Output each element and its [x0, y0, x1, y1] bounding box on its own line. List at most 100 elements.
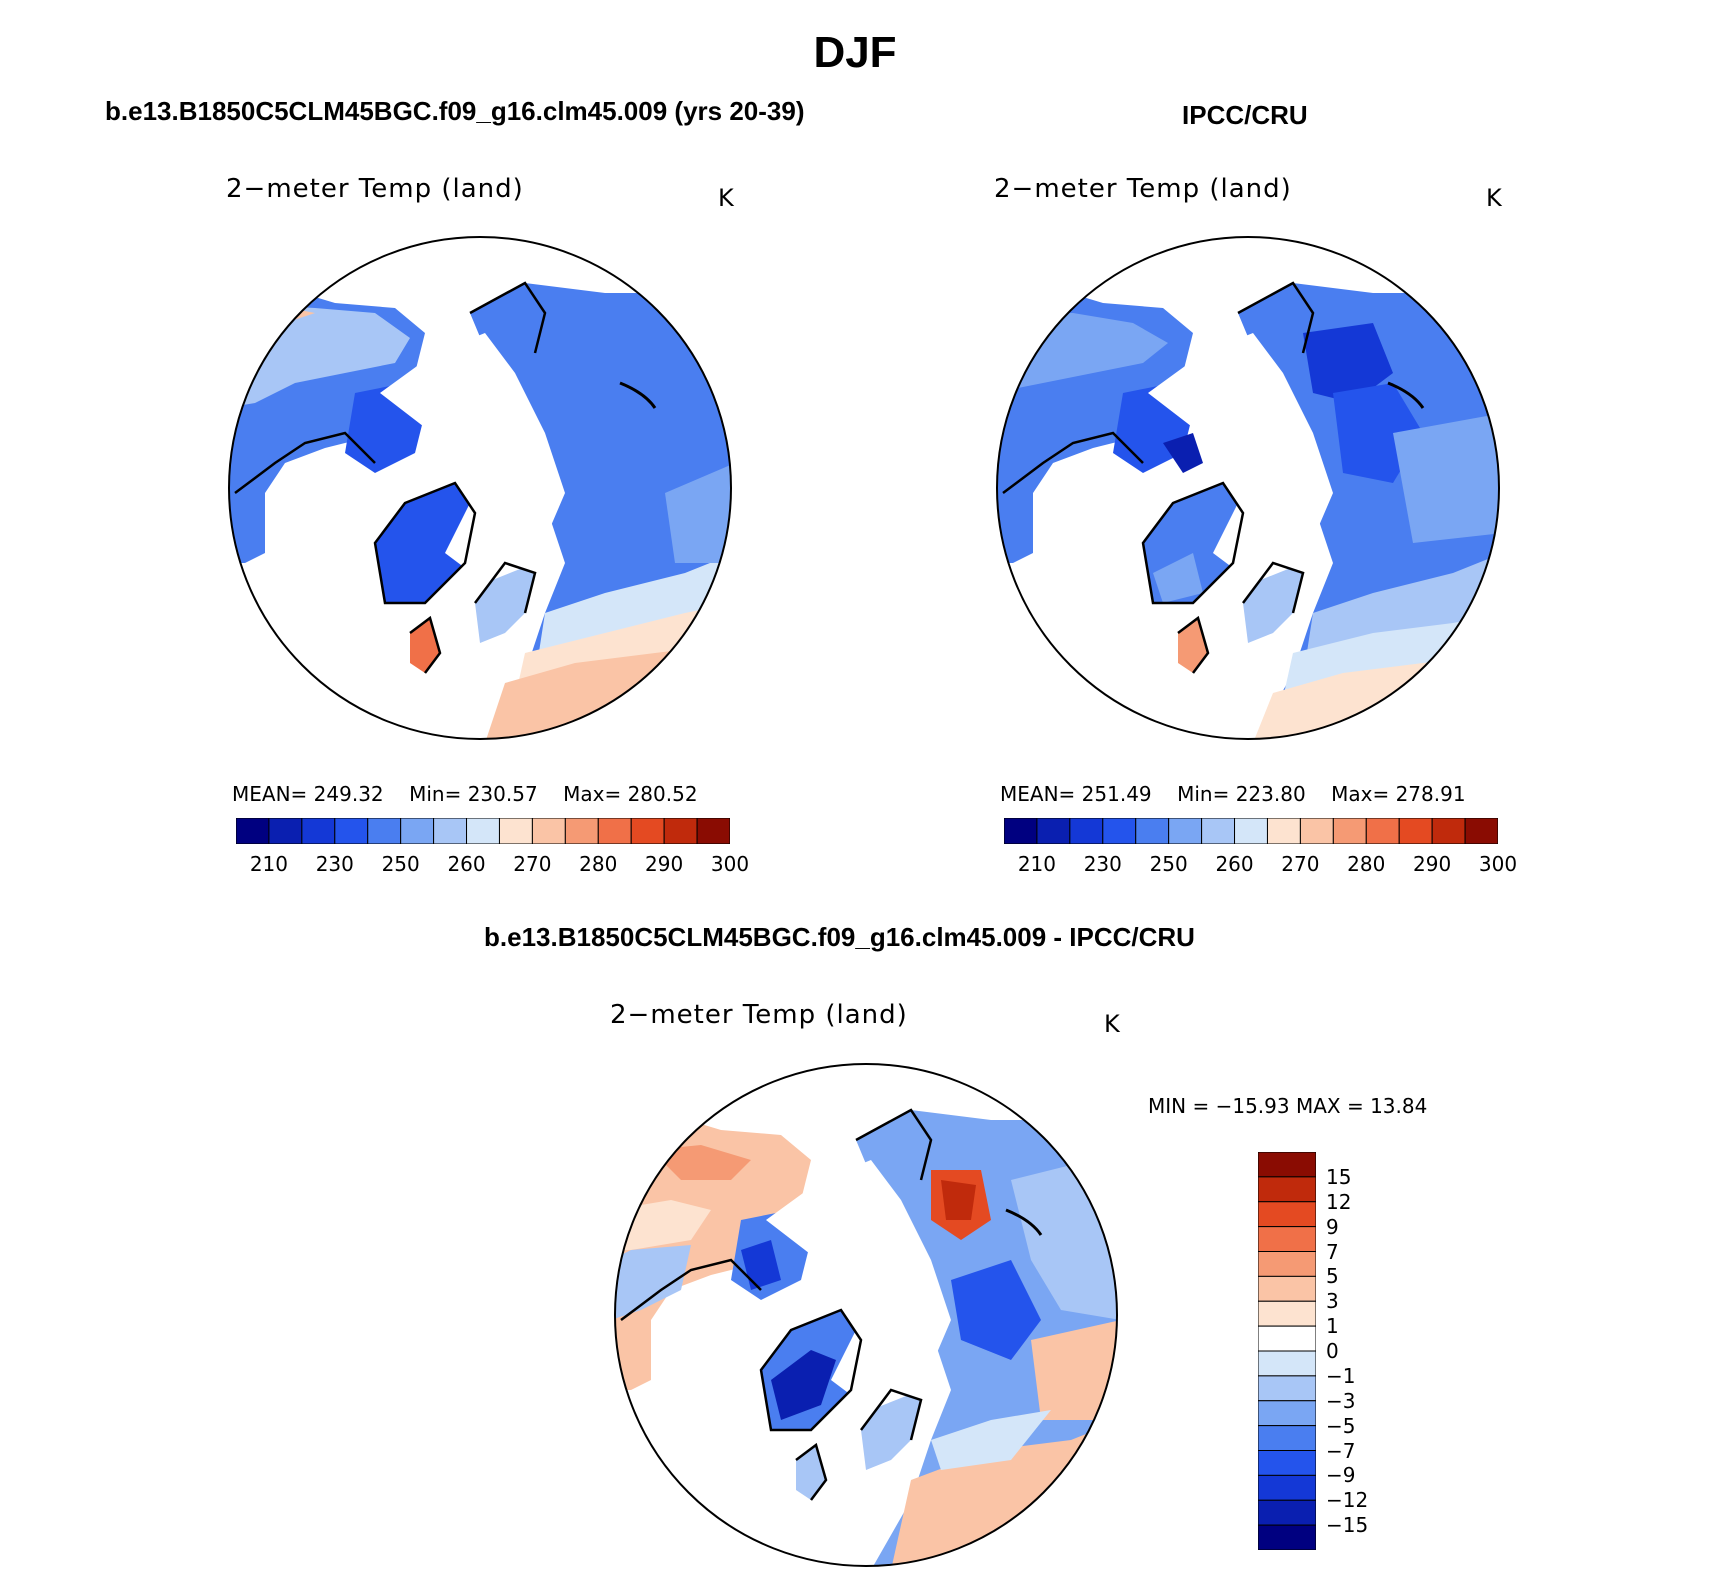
- model-mean-value: 249.32: [313, 782, 384, 806]
- model-max-label: Max=: [563, 782, 622, 806]
- colorbar-swatch: [1258, 1300, 1316, 1327]
- colorbar-swatch: [531, 818, 566, 844]
- colorbar-swatch: [1332, 818, 1367, 844]
- model-colorbar: [236, 818, 730, 844]
- colorbar-swatch: [1299, 818, 1334, 844]
- colorbar-swatch: [1069, 818, 1104, 844]
- colorbar-tick-label: 210: [249, 852, 289, 876]
- colorbar-tick-label: 270: [513, 852, 552, 876]
- obs-stats: MEAN= 251.49 Min= 223.80 Max= 278.91: [1000, 782, 1466, 806]
- colorbar-swatch: [1102, 818, 1137, 844]
- obs-mean-label: MEAN=: [1000, 782, 1076, 806]
- north-america-region: [615, 1115, 811, 1390]
- colorbar-swatch: [1258, 1350, 1316, 1377]
- model-mean-label: MEAN=: [232, 782, 308, 806]
- colorbar-tick-label: 270: [1281, 852, 1320, 876]
- colorbar-swatch: [1258, 1524, 1316, 1550]
- diff-polar-map: [614, 1063, 1118, 1567]
- colorbar-swatch: [1036, 818, 1071, 844]
- model-panel-title: b.e13.B1850C5CLM45BGC.f09_g16.clm45.009 …: [105, 96, 805, 126]
- diff-colorbar: [1258, 1152, 1316, 1550]
- colorbar-swatch: [466, 818, 500, 844]
- obs-units-label: K: [1486, 184, 1502, 212]
- colorbar-tick-label: −5: [1326, 1413, 1356, 1438]
- diff-colorbar-ticks: 15 12 9 7 5 3 1 0 −1 −3 −5 −7 −9 −12 −15: [1326, 1152, 1406, 1550]
- obs-panel-title: IPCC/CRU: [1182, 100, 1308, 130]
- colorbar-swatch: [630, 818, 665, 844]
- colorbar-tick-label: 300: [710, 852, 750, 876]
- colorbar-tick-label: 210: [1017, 852, 1057, 876]
- colorbar-swatch: [1258, 1251, 1316, 1277]
- colorbar-tick-label: 300: [1478, 852, 1518, 876]
- diff-variable-label: 2−meter Temp (land): [610, 1000, 908, 1030]
- colorbar-swatch: [1258, 1425, 1316, 1451]
- colorbar-swatch: [1258, 1226, 1316, 1252]
- colorbar-tick-label: 9: [1326, 1214, 1339, 1239]
- colorbar-tick-label: 230: [315, 852, 354, 876]
- colorbar-swatch: [1168, 818, 1203, 844]
- colorbar-swatch: [268, 818, 303, 844]
- colorbar-swatch: [564, 818, 599, 844]
- colorbar-tick-label: −3: [1326, 1388, 1356, 1413]
- colorbar-tick-label: 5: [1326, 1264, 1339, 1289]
- obs-colorbar: [1004, 818, 1498, 844]
- colorbar-tick-label: 250: [381, 852, 420, 876]
- colorbar-swatch: [1258, 1450, 1316, 1476]
- colorbar-tick-label: −12: [1326, 1488, 1369, 1513]
- colorbar-swatch: [1004, 818, 1038, 844]
- colorbar-tick-label: 1: [1326, 1314, 1339, 1339]
- colorbar-swatch: [1258, 1275, 1316, 1302]
- colorbar-swatch: [1266, 818, 1301, 844]
- colorbar-swatch: [400, 818, 435, 844]
- model-variable-label: 2−meter Temp (land): [226, 174, 524, 204]
- colorbar-tick-label: 260: [1215, 852, 1254, 876]
- colorbar-swatch: [696, 818, 730, 844]
- model-min-label: Min=: [409, 782, 462, 806]
- colorbar-tick-label: 230: [1083, 852, 1122, 876]
- colorbar-swatch: [1431, 818, 1466, 844]
- colorbar-swatch: [1258, 1474, 1316, 1501]
- colorbar-swatch: [301, 818, 336, 844]
- colorbar-swatch: [433, 818, 468, 844]
- obs-mean-value: 251.49: [1081, 782, 1152, 806]
- colorbar-tick-label: 250: [1149, 852, 1188, 876]
- obs-max-label: Max=: [1331, 782, 1390, 806]
- colorbar-swatch: [1258, 1152, 1316, 1178]
- colorbar-tick-label: 7: [1326, 1239, 1339, 1264]
- colorbar-swatch: [1258, 1325, 1316, 1352]
- obs-max-value: 278.91: [1395, 782, 1466, 806]
- obs-colorbar-ticks: 210 230 250 260 270 280 290 300: [1004, 852, 1517, 878]
- colorbar-tick-label: 12: [1326, 1189, 1352, 1214]
- obs-variable-label: 2−meter Temp (land): [994, 174, 1292, 204]
- diff-minmax: MIN = −15.93 MAX = 13.84: [1148, 1094, 1428, 1118]
- colorbar-swatch: [1201, 818, 1236, 844]
- model-max-value: 280.52: [627, 782, 698, 806]
- colorbar-tick-label: 3: [1326, 1289, 1339, 1314]
- colorbar-swatch: [1258, 1375, 1316, 1402]
- colorbar-tick-label: −9: [1326, 1463, 1356, 1488]
- colorbar-swatch: [1258, 1499, 1316, 1526]
- colorbar-tick-label: 260: [447, 852, 486, 876]
- model-stats: MEAN= 249.32 Min= 230.57 Max= 280.52: [232, 782, 698, 806]
- colorbar-swatch: [1398, 818, 1433, 844]
- colorbar-tick-label: −1: [1326, 1363, 1356, 1388]
- colorbar-swatch: [663, 818, 698, 844]
- colorbar-swatch: [498, 818, 533, 844]
- model-colorbar-ticks: 210 230 250 260 270 280 290 300: [236, 852, 749, 878]
- colorbar-swatch: [236, 818, 270, 844]
- colorbar-tick-label: −15: [1326, 1513, 1369, 1538]
- obs-min-value: 223.80: [1235, 782, 1306, 806]
- colorbar-swatch: [367, 818, 402, 844]
- colorbar-swatch: [1258, 1176, 1316, 1203]
- greenland-region: [375, 483, 475, 603]
- obs-min-label: Min=: [1177, 782, 1230, 806]
- colorbar-tick-label: 280: [579, 852, 618, 876]
- colorbar-swatch: [334, 818, 369, 844]
- colorbar-tick-label: 15: [1326, 1164, 1352, 1189]
- colorbar-swatch: [1258, 1400, 1316, 1427]
- model-units-label: K: [718, 184, 734, 212]
- colorbar-tick-label: 290: [1413, 852, 1452, 876]
- colorbar-tick-label: −7: [1326, 1438, 1356, 1463]
- colorbar-swatch: [1135, 818, 1170, 844]
- colorbar-tick-label: 290: [645, 852, 684, 876]
